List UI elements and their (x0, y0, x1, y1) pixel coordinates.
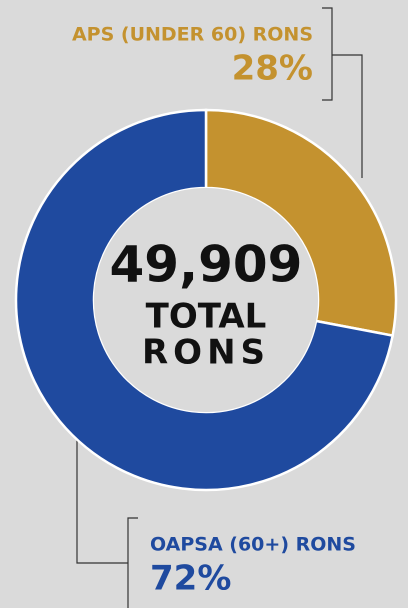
bracket-bottom (76, 440, 138, 608)
center-text: TOTAL (146, 297, 267, 337)
bracket-top (322, 7, 363, 178)
legend-label: OAPSA (60+) RONS (150, 534, 356, 556)
value-label: 72% (150, 559, 231, 599)
value-label: 28% (232, 49, 313, 89)
center-label: 49,909 (110, 236, 303, 294)
donut-hole (94, 188, 318, 412)
legend-label: APS (UNDER 60) RONS (72, 24, 313, 46)
center-text: RONS (142, 333, 270, 373)
donut (14, 108, 398, 492)
